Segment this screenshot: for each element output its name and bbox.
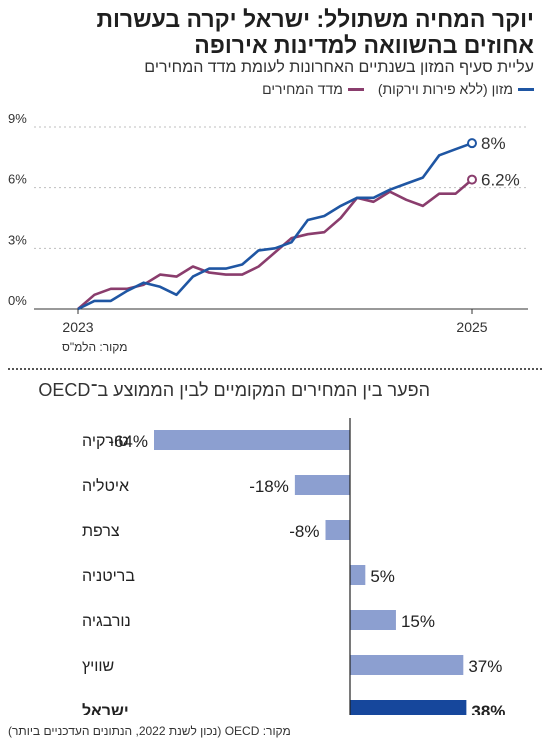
category-label: צרפת <box>82 523 120 540</box>
bar <box>350 565 366 585</box>
category-label: נורבגיה <box>82 613 131 630</box>
category-label: איטליה <box>82 477 129 495</box>
series-line-food <box>77 141 473 311</box>
bar-value-label: -8% <box>289 522 319 541</box>
series-end-point-food <box>467 138 477 149</box>
y-tick-label: 0% <box>8 293 27 308</box>
legend-item-food: מזון (ללא פירות וירקות) <box>378 81 534 97</box>
source-top: מקור: הלמ"ס <box>62 340 128 354</box>
chart-subtitle: עליית סעיף המזון בשנתיים האחרונות לעומת … <box>144 59 534 76</box>
source-bottom: מקור: OECD (נכון לשנת 2022, הנתונים העדכ… <box>8 724 291 738</box>
y-tick-label: 9% <box>8 111 27 126</box>
y-tick-label: 3% <box>8 232 27 247</box>
bar-value-label: 5% <box>370 567 395 586</box>
legend-label-cpi: מדד המחירים <box>262 81 343 97</box>
bar <box>154 430 350 450</box>
x-tick-label: 2025 <box>456 319 487 335</box>
legend-swatch-cpi <box>347 87 364 91</box>
bar-value-label: -18% <box>249 477 289 496</box>
section-divider <box>8 368 542 370</box>
chart-title-line1: יוקר המחיה משתולל: ישראל יקרה בעשרות <box>96 6 534 32</box>
bar <box>325 520 350 540</box>
bar-value-label: 15% <box>401 612 435 631</box>
bar-chart-title: הפער בין המחירים המקומיים לבין הממוצע ב־… <box>38 380 430 400</box>
series-line-cpi <box>77 178 473 310</box>
category-label: טורקיה <box>82 433 129 450</box>
series-end-label-cpi: 6.2% <box>481 171 520 190</box>
legend: מזון (ללא פירות וירקות) מדד המחירים <box>262 81 534 97</box>
legend-label-food: מזון (ללא פירות וירקות) <box>377 81 513 97</box>
y-tick-label: 6% <box>8 172 27 187</box>
bar <box>350 655 464 675</box>
category-label: שוויץ <box>82 658 114 675</box>
x-tick-label: 2023 <box>62 319 93 335</box>
category-label: בריטניה <box>82 568 135 585</box>
series-end-label-food: 8% <box>481 134 506 153</box>
bar-chart: -64%טורקיה -18% איטליה -8% צרפת 5% בריטניה 15% נ… <box>82 418 505 715</box>
bar <box>294 475 350 495</box>
chart-title-line2: אחוזים בהשוואה למדינות אירופה <box>194 32 534 58</box>
bar-value-label: 38% <box>471 702 505 715</box>
category-label: ישראל <box>82 702 129 715</box>
series-end-point-cpi <box>467 174 477 185</box>
legend-item-cpi: מדד המחירים <box>262 81 364 97</box>
line-chart: 0% 3% 6% 9% 2023 2025 6.2% 8% <box>8 111 528 335</box>
bar-value-label: 37% <box>468 657 502 676</box>
bar <box>350 610 396 630</box>
bar <box>350 700 467 715</box>
bar-value-label: -64% <box>108 432 148 451</box>
legend-swatch-food <box>518 87 534 91</box>
